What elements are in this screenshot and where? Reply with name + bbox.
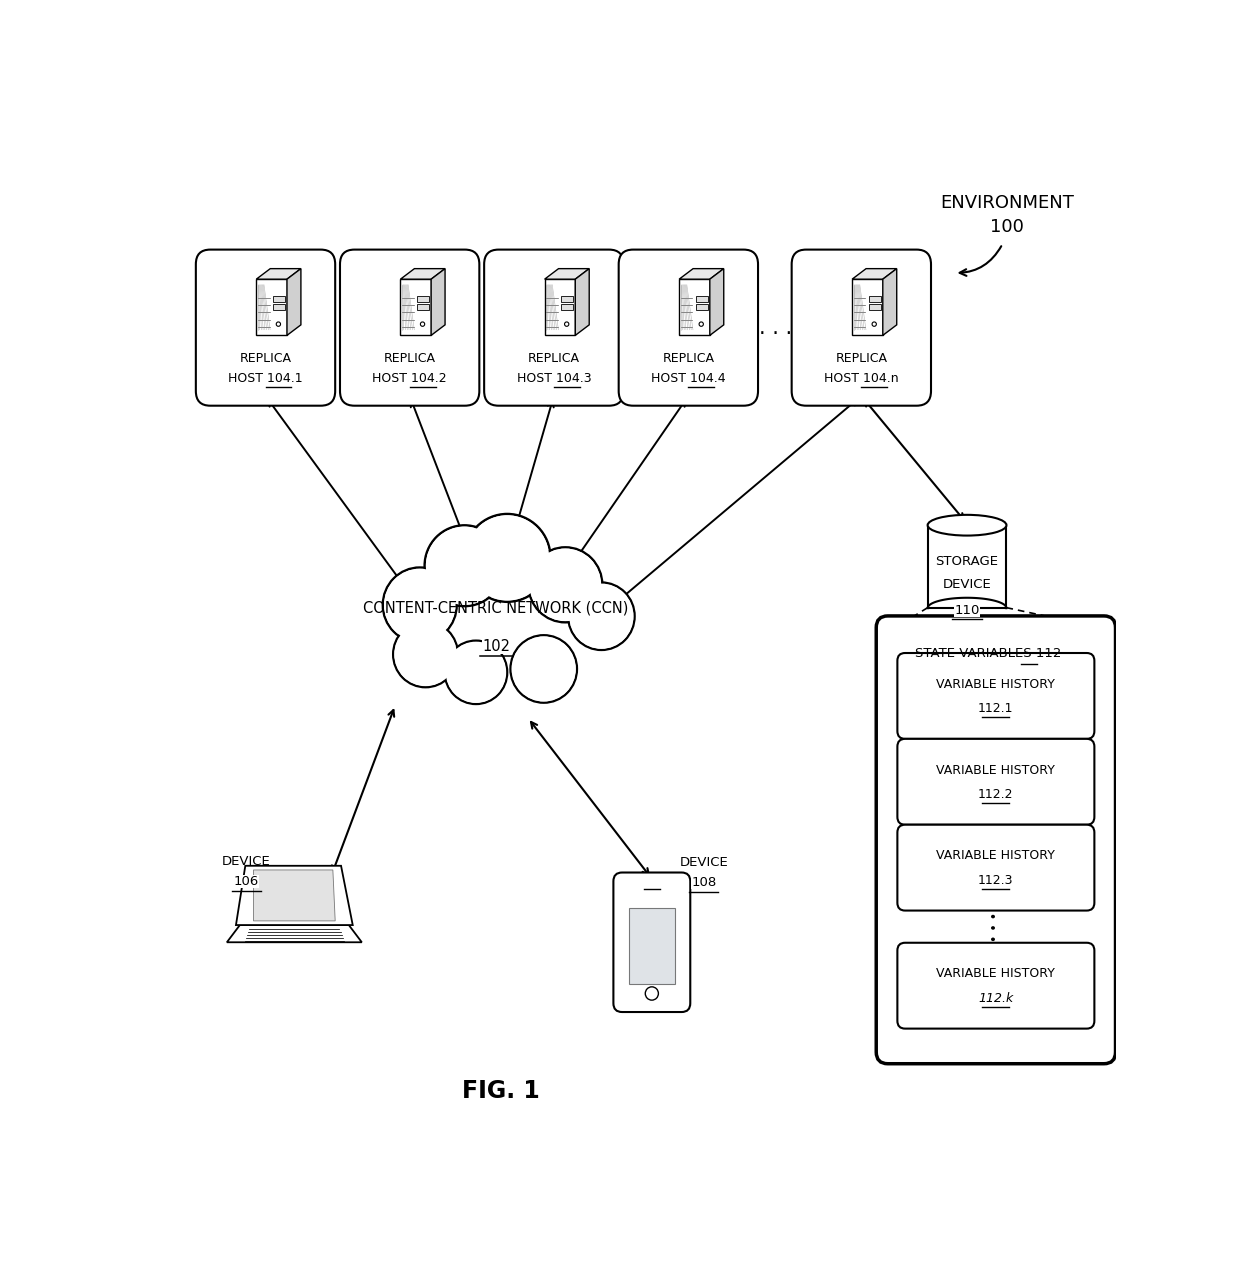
Circle shape (699, 322, 703, 327)
Text: 112.1: 112.1 (978, 702, 1013, 715)
Text: 102: 102 (482, 639, 510, 654)
FancyBboxPatch shape (484, 250, 624, 405)
Polygon shape (432, 269, 445, 336)
Circle shape (564, 322, 569, 327)
Circle shape (568, 583, 635, 650)
Polygon shape (709, 269, 724, 336)
Text: REPLICA: REPLICA (528, 352, 580, 365)
Bar (562, 296, 573, 302)
Bar (696, 304, 708, 310)
Bar (273, 304, 285, 310)
Text: 112.3: 112.3 (978, 874, 1013, 887)
Polygon shape (257, 279, 286, 336)
Text: 110: 110 (955, 604, 980, 617)
Bar (418, 296, 429, 302)
Text: • • •: • • • (990, 911, 1002, 941)
Ellipse shape (928, 514, 1007, 536)
Bar (562, 304, 573, 310)
Polygon shape (253, 870, 335, 921)
Text: 112.k: 112.k (978, 992, 1013, 1005)
Circle shape (445, 641, 506, 703)
FancyBboxPatch shape (196, 250, 335, 405)
Polygon shape (236, 865, 352, 925)
Circle shape (445, 641, 507, 704)
Circle shape (420, 322, 424, 327)
Bar (273, 296, 285, 302)
Polygon shape (257, 269, 301, 279)
FancyBboxPatch shape (877, 616, 1116, 1064)
Text: VARIABLE HISTORY: VARIABLE HISTORY (936, 678, 1055, 691)
Text: . . .: . . . (759, 318, 792, 337)
Polygon shape (680, 279, 709, 336)
Bar (696, 296, 708, 302)
Text: REPLICA: REPLICA (239, 352, 291, 365)
FancyBboxPatch shape (898, 653, 1095, 739)
Circle shape (464, 514, 551, 602)
Text: DEVICE: DEVICE (222, 855, 270, 868)
Text: 108: 108 (691, 877, 717, 889)
Circle shape (529, 549, 601, 621)
FancyBboxPatch shape (614, 873, 691, 1012)
Text: ENVIRONMENT: ENVIRONMENT (940, 194, 1074, 212)
Text: FIG. 1: FIG. 1 (463, 1078, 539, 1102)
FancyBboxPatch shape (791, 250, 931, 405)
Polygon shape (852, 269, 897, 279)
Polygon shape (286, 269, 301, 336)
Circle shape (383, 568, 456, 642)
Text: REPLICA: REPLICA (836, 352, 888, 365)
Circle shape (277, 322, 280, 327)
Polygon shape (227, 925, 362, 943)
Circle shape (384, 569, 455, 641)
FancyBboxPatch shape (898, 825, 1095, 911)
Text: 112.2: 112.2 (978, 788, 1013, 801)
Text: HOST 104.1: HOST 104.1 (228, 372, 303, 385)
Text: CONTENT-CENTRIC NETWORK (CCN): CONTENT-CENTRIC NETWORK (CCN) (363, 601, 629, 616)
Circle shape (511, 635, 577, 703)
Text: HOST 104.3: HOST 104.3 (517, 372, 591, 385)
Polygon shape (401, 279, 432, 336)
Text: VARIABLE HISTORY: VARIABLE HISTORY (936, 968, 1055, 981)
Text: VARIABLE HISTORY: VARIABLE HISTORY (936, 849, 1055, 863)
Text: HOST 104.4: HOST 104.4 (651, 372, 725, 385)
Text: VARIABLE HISTORY: VARIABLE HISTORY (936, 764, 1055, 777)
Text: HOST 104.2: HOST 104.2 (372, 372, 446, 385)
Text: 100: 100 (991, 218, 1024, 236)
Polygon shape (575, 269, 589, 336)
Bar (928, 526, 1007, 608)
Circle shape (394, 622, 456, 687)
Polygon shape (883, 269, 897, 336)
Circle shape (393, 622, 458, 687)
Polygon shape (680, 269, 724, 279)
Bar (869, 304, 880, 310)
Circle shape (645, 987, 658, 1000)
Text: STORAGE: STORAGE (935, 555, 998, 569)
Bar (869, 296, 880, 302)
FancyBboxPatch shape (619, 250, 758, 405)
Bar (629, 908, 675, 983)
Polygon shape (544, 279, 575, 336)
Text: REPLICA: REPLICA (662, 352, 714, 365)
FancyBboxPatch shape (898, 943, 1095, 1029)
FancyBboxPatch shape (898, 739, 1095, 825)
Circle shape (512, 636, 575, 702)
Circle shape (569, 584, 634, 649)
Polygon shape (852, 279, 883, 336)
Circle shape (872, 322, 877, 327)
Text: 106: 106 (233, 875, 259, 888)
Text: DEVICE: DEVICE (680, 855, 728, 869)
Bar (418, 304, 429, 310)
Polygon shape (544, 269, 589, 279)
Circle shape (528, 547, 603, 622)
Circle shape (425, 527, 503, 604)
Text: STATE VARIABLES 112: STATE VARIABLES 112 (915, 646, 1061, 660)
FancyBboxPatch shape (340, 250, 480, 405)
Polygon shape (401, 269, 445, 279)
Circle shape (424, 526, 505, 606)
Text: HOST 104.n: HOST 104.n (825, 372, 899, 385)
Circle shape (465, 516, 549, 601)
Text: DEVICE: DEVICE (942, 578, 992, 590)
Text: REPLICA: REPLICA (383, 352, 435, 365)
